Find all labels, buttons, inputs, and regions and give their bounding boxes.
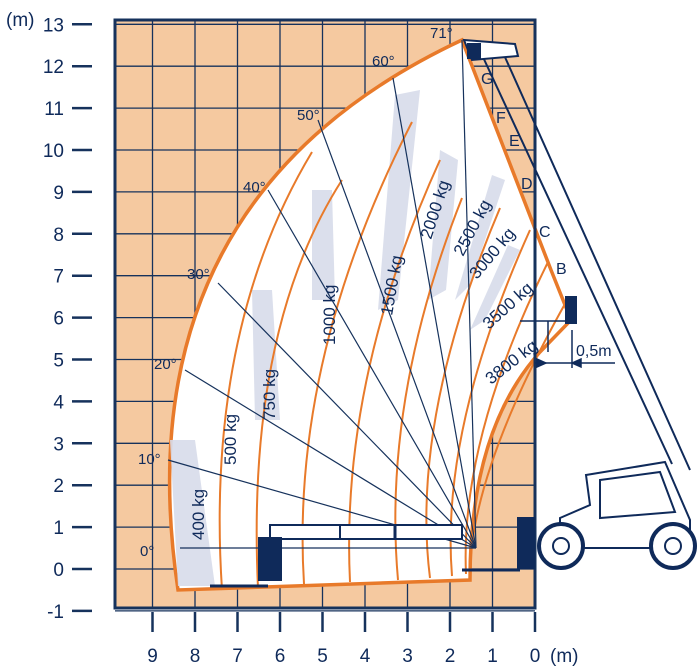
y-tick-label: 2 xyxy=(53,476,64,497)
x-tick-label: 1 xyxy=(487,646,498,667)
y-tick-label: 10 xyxy=(43,141,64,162)
shading-band xyxy=(170,440,215,586)
load-label-750: 750 kg xyxy=(260,369,279,420)
load-curve xyxy=(218,151,313,591)
point-label-c: C xyxy=(539,224,551,241)
point-label-g: G xyxy=(481,71,493,88)
telehandler-illustration xyxy=(462,38,697,572)
x-tick-label: 0 xyxy=(530,646,541,667)
chart-frame xyxy=(113,18,537,610)
angle-label-50: 50° xyxy=(297,107,320,124)
load-curve xyxy=(301,121,413,585)
x-tick-label: 5 xyxy=(317,646,328,667)
angle-label-40: 40° xyxy=(243,179,266,196)
shading-band xyxy=(252,290,280,420)
angle-label-10: 10° xyxy=(138,451,161,468)
x-tick-label: 4 xyxy=(360,646,371,667)
angle-label-30: 30° xyxy=(187,266,210,283)
y-tick-label: 5 xyxy=(53,351,64,372)
boom-angle-line xyxy=(317,119,477,549)
y-tick-label: 1 xyxy=(53,518,64,539)
x-tick-label: 7 xyxy=(232,646,243,667)
load-curve xyxy=(255,179,343,589)
y-tick-label: 7 xyxy=(53,267,64,288)
point-label-e: E xyxy=(509,133,520,150)
point-label-b: B xyxy=(556,261,567,278)
boom-angle-line xyxy=(217,282,477,549)
angle-label-0: 0° xyxy=(140,543,154,560)
boom-angle-line xyxy=(461,39,477,549)
lowered-boom-illustration xyxy=(210,524,463,588)
y-unit-label: (m) xyxy=(6,10,34,31)
y-tick-label: 8 xyxy=(53,225,64,246)
angle-label-20: 20° xyxy=(154,356,177,373)
shading-band xyxy=(378,90,420,310)
angle-label-60: 60° xyxy=(372,53,395,70)
boom-angle-line xyxy=(392,77,477,549)
x-tick-label: 8 xyxy=(190,646,201,667)
y-tick-label: 12 xyxy=(43,57,64,78)
fork-offset-indicator xyxy=(520,320,615,369)
shading-band xyxy=(470,245,520,330)
x-tick-label: 3 xyxy=(402,646,413,667)
point-label-f: F xyxy=(496,110,506,127)
boom-angle-line xyxy=(184,369,477,549)
x-tick-label: 6 xyxy=(275,646,286,667)
shading-band xyxy=(312,190,335,300)
fork-offset-label: 0,5m xyxy=(576,343,612,360)
load-label-400: 400 kg xyxy=(189,489,208,540)
load-envelope xyxy=(167,37,574,592)
y-tick-label: 13 xyxy=(43,15,64,36)
y-tick-label: 11 xyxy=(44,99,64,120)
angle-label-71: 71° xyxy=(430,25,453,42)
shading-band xyxy=(455,175,505,300)
x-axis: 9 8 7 6 5 4 3 2 1 0 xyxy=(147,612,540,667)
shading-bands xyxy=(170,90,520,586)
x-unit-label: (m) xyxy=(550,646,578,667)
shading-band xyxy=(428,150,458,300)
x-tick-label: 2 xyxy=(445,646,456,667)
y-tick-label: 3 xyxy=(53,434,64,455)
load-label-1000: 1000 kg xyxy=(320,285,339,346)
y-tick-label: -1 xyxy=(47,602,64,623)
point-label-d: D xyxy=(521,176,533,193)
y-tick-label: 9 xyxy=(53,183,64,204)
y-tick-label: 4 xyxy=(53,392,64,413)
boom-angle-line xyxy=(267,189,477,549)
y-tick-label: 0 xyxy=(53,560,64,581)
y-tick-label: 6 xyxy=(53,309,64,330)
x-tick-label: 9 xyxy=(147,646,158,667)
load-label-500: 500 kg xyxy=(221,414,240,465)
